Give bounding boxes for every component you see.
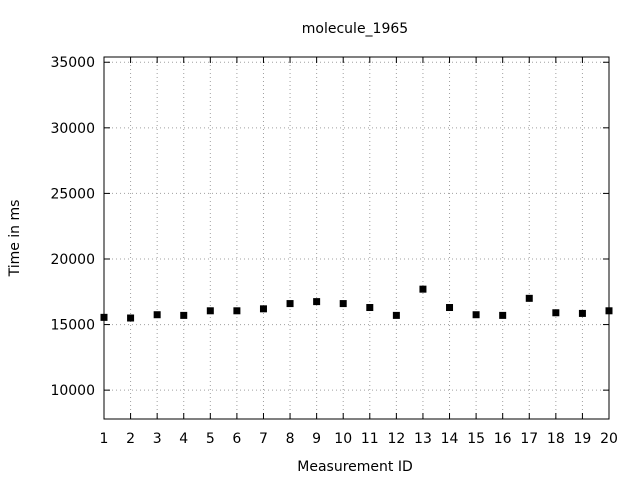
data-point (286, 300, 294, 308)
x-tick-label: 13 (414, 431, 432, 447)
data-point (206, 307, 214, 315)
y-tick-label: 15000 (50, 318, 95, 334)
x-tick-label: 7 (259, 431, 268, 447)
x-tick-label: 15 (467, 431, 485, 447)
x-tick-label: 10 (334, 431, 352, 447)
x-tick-label: 6 (232, 431, 241, 447)
grid-lines (104, 57, 609, 419)
plot-frame (103, 56, 610, 420)
y-axis-label: Time in ms (7, 200, 23, 278)
x-tick-label: 18 (547, 431, 565, 447)
data-point (100, 313, 108, 321)
chart-title: molecule_1965 (302, 21, 408, 37)
y-tick-label: 30000 (50, 121, 95, 137)
data-point (259, 305, 267, 313)
x-tick-label: 17 (520, 431, 538, 447)
data-point (446, 304, 454, 312)
tick-labels: 1 2 3 4 5 6 7 8 9 10 11 12 13 14 15 16 17 18 19 20100001500… (50, 55, 617, 447)
data-point (127, 314, 135, 322)
data-point (313, 298, 321, 306)
y-tick-label: 10000 (50, 383, 95, 399)
data-point (180, 311, 188, 319)
x-tick-label: 5 (206, 431, 215, 447)
x-tick-label: 14 (441, 431, 459, 447)
data-point (153, 311, 161, 319)
y-tick-label: 20000 (50, 252, 95, 268)
data-point (525, 294, 533, 302)
axis-ticks (103, 57, 610, 419)
data-point (392, 311, 400, 319)
x-tick-label: 11 (361, 431, 379, 447)
y-tick-label: 35000 (50, 55, 95, 71)
data-point (472, 311, 480, 319)
data-point (552, 309, 560, 317)
data-point (419, 285, 427, 293)
x-tick-label: 12 (387, 431, 405, 447)
data-point (605, 307, 613, 315)
data-point (499, 311, 507, 319)
x-tick-label: 9 (312, 431, 321, 447)
data-points (100, 285, 613, 322)
x-tick-label: 20 (600, 431, 618, 447)
x-tick-label: 3 (153, 431, 162, 447)
x-tick-label: 19 (574, 431, 592, 447)
data-point (366, 304, 374, 312)
x-tick-label: 4 (179, 431, 188, 447)
data-point (339, 300, 347, 308)
x-tick-label: 8 (286, 431, 295, 447)
y-tick-label: 25000 (50, 186, 95, 202)
data-point (578, 309, 586, 317)
x-tick-label: 16 (494, 431, 512, 447)
data-point (233, 307, 241, 315)
x-tick-label: 2 (126, 431, 135, 447)
x-tick-label: 1 (100, 431, 109, 447)
x-axis-label: Measurement ID (297, 459, 412, 475)
